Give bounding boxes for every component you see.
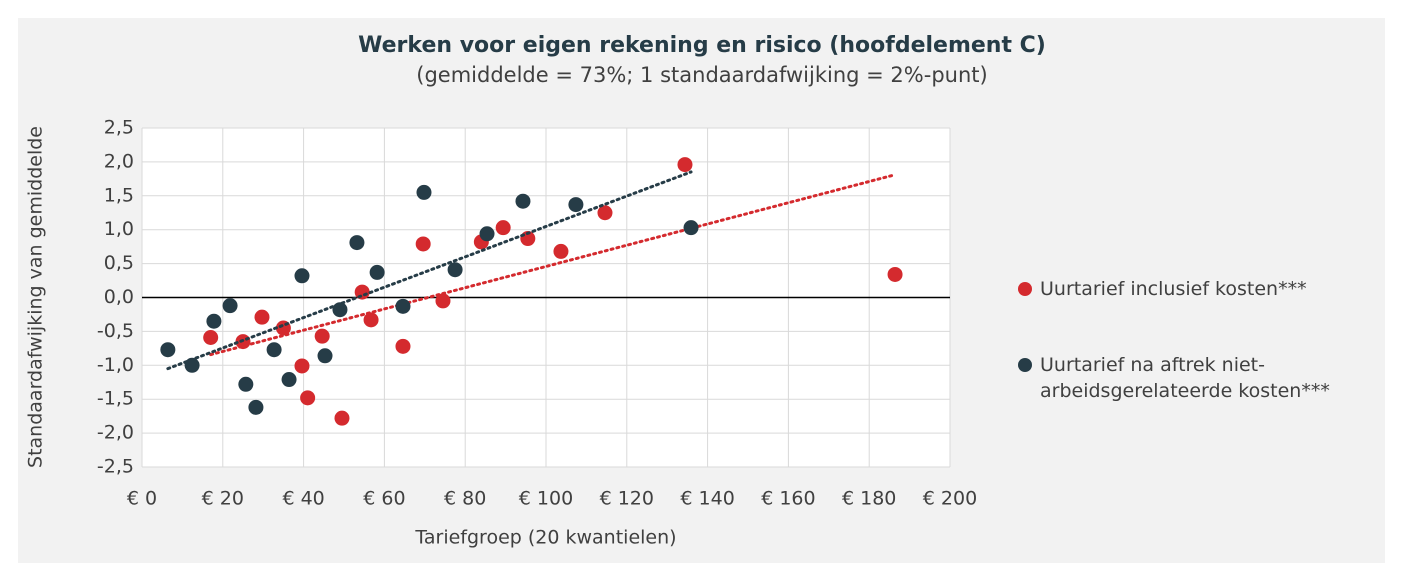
data-point bbox=[435, 293, 451, 309]
trendline bbox=[209, 173, 897, 357]
data-point bbox=[294, 268, 310, 284]
data-point bbox=[206, 313, 222, 329]
x-tick-label: € 200 bbox=[923, 488, 977, 510]
y-tick-label: 2,0 bbox=[104, 150, 134, 172]
y-tick-label: -1,5 bbox=[97, 388, 134, 410]
x-axis-title: Tariefgroep (20 kwantielen) bbox=[414, 527, 676, 549]
x-tick-label: € 100 bbox=[519, 488, 573, 510]
legend-label: Uurtarief inclusief kosten*** bbox=[1040, 278, 1307, 300]
chart-subtitle: (gemiddelde = 73%; 1 standaardafwijking … bbox=[416, 63, 987, 87]
legend-marker bbox=[1018, 282, 1032, 296]
data-point bbox=[354, 284, 370, 300]
x-tick-label: € 80 bbox=[444, 488, 486, 510]
legend-item: Uurtarief na aftrek niet-arbeidsgerelate… bbox=[1018, 352, 1360, 404]
x-tick-label: € 140 bbox=[680, 488, 734, 510]
data-point bbox=[203, 330, 219, 346]
data-point bbox=[248, 399, 264, 415]
data-point bbox=[334, 410, 350, 426]
x-tick-label: € 180 bbox=[842, 488, 896, 510]
y-tick-label: 1,0 bbox=[104, 218, 134, 240]
x-tick-label: € 160 bbox=[761, 488, 815, 510]
legend-label: Uurtarief na aftrek niet-arbeidsgerelate… bbox=[1040, 354, 1330, 402]
x-tick-label: € 40 bbox=[282, 488, 324, 510]
data-point bbox=[369, 264, 385, 280]
data-point bbox=[363, 312, 379, 328]
y-tick-label: 2,5 bbox=[104, 117, 134, 139]
chart-title: Werken voor eigen rekening en risico (ho… bbox=[358, 33, 1046, 58]
data-point bbox=[395, 338, 411, 354]
data-point bbox=[254, 309, 270, 325]
data-point bbox=[568, 197, 584, 213]
y-tick-label: -0,5 bbox=[97, 320, 134, 342]
y-tick-label: -2,0 bbox=[97, 422, 134, 444]
legend-item: Uurtarief inclusief kosten*** bbox=[1018, 276, 1360, 302]
data-point bbox=[495, 220, 511, 236]
y-tick-label: 0,0 bbox=[104, 286, 134, 308]
y-tick-label: -1,0 bbox=[97, 354, 134, 376]
data-point bbox=[415, 236, 431, 252]
data-point bbox=[300, 390, 316, 406]
x-tick-label: € 60 bbox=[363, 488, 405, 510]
data-point bbox=[677, 157, 693, 173]
data-point bbox=[222, 298, 238, 314]
data-point bbox=[479, 226, 495, 242]
legend-marker bbox=[1018, 358, 1032, 372]
y-tick-label: 1,5 bbox=[104, 184, 134, 206]
data-point bbox=[416, 184, 432, 200]
data-point bbox=[349, 235, 365, 251]
data-point bbox=[332, 302, 348, 318]
x-tick-label: € 0 bbox=[127, 488, 157, 510]
data-point bbox=[317, 348, 333, 364]
x-tick-label: € 20 bbox=[202, 488, 244, 510]
data-point bbox=[515, 193, 531, 209]
data-point bbox=[184, 357, 200, 373]
data-point bbox=[683, 220, 699, 236]
y-axis-title: Standaardafwijking van gemiddelde bbox=[25, 126, 47, 468]
data-point bbox=[395, 298, 411, 314]
trendline bbox=[166, 170, 693, 371]
y-tick-label: -2,5 bbox=[97, 456, 134, 478]
y-tick-label: 0,5 bbox=[104, 252, 134, 274]
data-point bbox=[238, 376, 254, 392]
data-point bbox=[553, 243, 569, 259]
data-point bbox=[266, 342, 282, 358]
x-tick-label: € 120 bbox=[600, 488, 654, 510]
data-point bbox=[160, 342, 176, 358]
data-point bbox=[294, 358, 310, 374]
data-point bbox=[597, 205, 613, 221]
data-point bbox=[281, 372, 297, 388]
data-point bbox=[447, 262, 463, 278]
data-point bbox=[887, 266, 903, 282]
data-point bbox=[314, 328, 330, 344]
